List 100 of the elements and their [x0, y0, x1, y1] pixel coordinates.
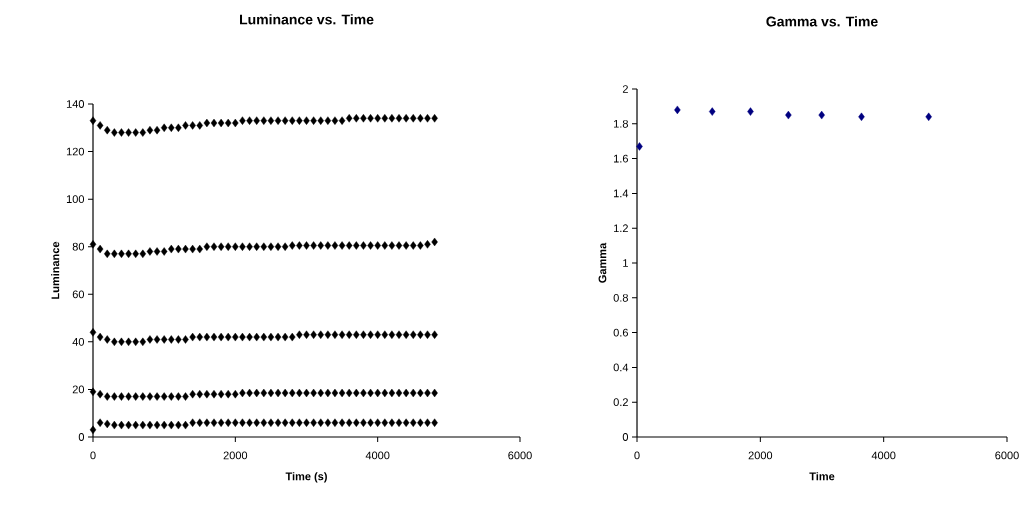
point — [146, 420, 154, 430]
point — [417, 241, 424, 250]
point — [317, 388, 324, 398]
point — [267, 388, 275, 398]
point — [338, 241, 346, 250]
y-tick-label: 2 — [622, 85, 628, 93]
chart-title: Gamma vs. Time — [766, 16, 878, 27]
point — [274, 242, 282, 251]
x-tick-label: 0 — [634, 451, 640, 460]
point — [175, 392, 182, 401]
y-tick-label: 60 — [72, 290, 85, 299]
point — [111, 128, 118, 137]
point — [818, 110, 825, 120]
point — [858, 112, 865, 122]
point — [410, 330, 417, 339]
point — [225, 418, 232, 427]
point — [253, 332, 260, 342]
point — [239, 388, 246, 398]
point — [210, 389, 218, 399]
point — [196, 244, 203, 254]
y-tick-label: 1.8 — [614, 119, 628, 128]
x-axis-title: Time (s) — [285, 472, 327, 483]
point — [785, 110, 792, 120]
point — [168, 420, 175, 430]
point — [253, 116, 260, 125]
point — [360, 418, 367, 427]
point — [310, 330, 317, 339]
point — [296, 330, 303, 339]
point — [417, 388, 424, 398]
point — [274, 116, 282, 125]
point — [310, 241, 317, 250]
point — [139, 420, 147, 430]
point — [338, 330, 346, 339]
point — [246, 116, 253, 125]
point — [104, 249, 111, 259]
point — [96, 389, 104, 399]
point — [296, 116, 303, 125]
point — [395, 418, 403, 427]
point — [267, 418, 275, 427]
point — [310, 418, 317, 427]
point — [104, 125, 111, 135]
point — [367, 241, 374, 250]
point — [367, 418, 374, 427]
point — [374, 418, 381, 427]
point — [424, 114, 431, 123]
point — [203, 118, 211, 128]
y-tick-label: 0.6 — [613, 328, 628, 337]
y-tick-label: 1.2 — [614, 224, 628, 233]
point — [96, 244, 104, 254]
point — [274, 332, 282, 342]
point — [353, 330, 360, 339]
point — [132, 420, 139, 430]
point — [132, 249, 139, 259]
point — [317, 330, 324, 339]
point — [210, 418, 218, 427]
point — [346, 114, 353, 123]
y-tick-label: 100 — [66, 195, 85, 204]
point — [338, 418, 346, 427]
point — [182, 244, 189, 254]
y-tick-label: 80 — [72, 242, 85, 251]
point — [281, 332, 289, 342]
point — [395, 388, 403, 398]
point — [431, 330, 438, 339]
point — [153, 392, 161, 401]
point — [168, 335, 175, 344]
point — [709, 107, 716, 116]
point — [210, 242, 218, 251]
point — [160, 392, 168, 401]
point — [281, 418, 289, 427]
point — [310, 116, 317, 125]
point — [175, 123, 182, 132]
point — [388, 330, 396, 339]
point — [402, 114, 410, 123]
point — [196, 332, 203, 342]
point — [246, 242, 253, 251]
point — [360, 388, 367, 398]
point — [395, 330, 403, 339]
point — [153, 247, 161, 256]
point — [289, 418, 296, 427]
point — [410, 241, 417, 250]
point — [381, 418, 388, 427]
point — [374, 388, 381, 398]
point — [388, 418, 396, 427]
point — [246, 418, 253, 427]
point — [260, 388, 267, 398]
point — [168, 123, 175, 132]
point — [196, 389, 203, 399]
y-tick-label: 140 — [66, 100, 85, 108]
x-axis-title: Time — [809, 472, 835, 481]
point — [289, 241, 296, 250]
point — [196, 418, 203, 427]
point — [296, 241, 303, 250]
point — [139, 337, 147, 347]
point — [402, 241, 410, 250]
point — [402, 388, 410, 398]
point — [217, 418, 225, 427]
point — [182, 121, 189, 130]
point — [260, 242, 267, 251]
point — [253, 418, 260, 427]
point — [281, 388, 289, 398]
